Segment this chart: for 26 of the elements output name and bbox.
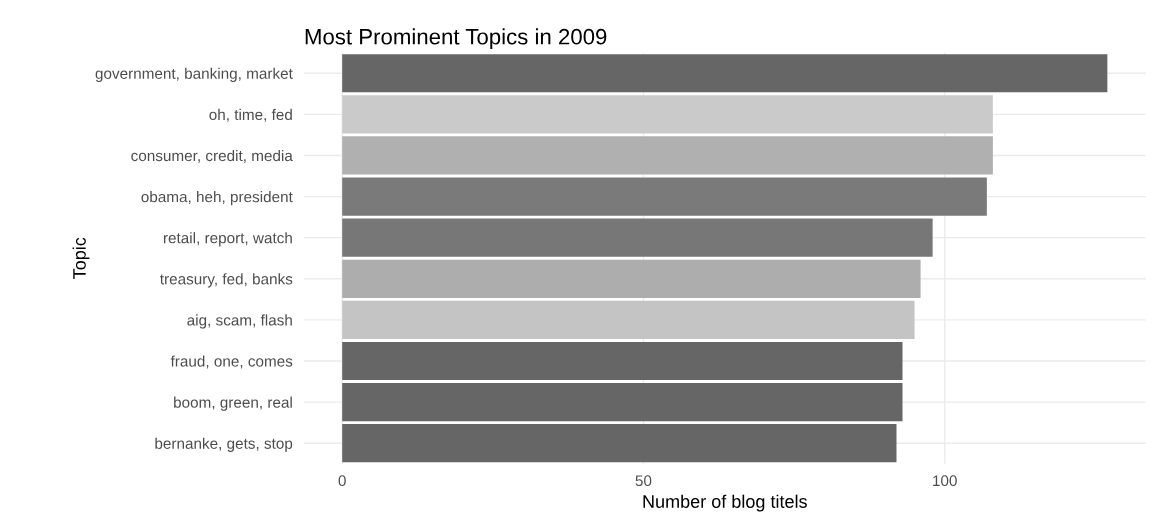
- y-tick-label: consumer, credit, media: [131, 149, 293, 163]
- bar: [342, 177, 987, 216]
- bar: [342, 341, 903, 381]
- x-axis-title: Number of blog titels: [643, 494, 807, 512]
- x-tick-label: 100: [933, 475, 957, 487]
- y-tick-label: aig, scam, flash: [187, 314, 292, 329]
- bar: [342, 382, 903, 422]
- chart-title: Most Prominent Topics in 2009: [305, 28, 607, 49]
- bar: [342, 136, 993, 175]
- y-tick-label: retail, report, watch: [163, 232, 292, 247]
- bar: [342, 95, 993, 134]
- bar: [342, 218, 933, 257]
- bar: [342, 300, 915, 339]
- y-axis-title: Topic: [72, 237, 90, 279]
- y-tick-label: bernanke, gets, stop: [155, 437, 293, 452]
- bar: [342, 424, 897, 463]
- y-tick-label: boom, green, real: [174, 396, 292, 411]
- y-tick-label: fraud, one, comes: [170, 355, 293, 369]
- y-tick-label: government, banking, market: [95, 67, 293, 82]
- bar: [342, 54, 1108, 93]
- y-tick-label: oh, time, fed: [209, 108, 292, 122]
- x-tick-label: 50: [635, 475, 652, 487]
- y-tick-label: obama, heh, president: [141, 191, 293, 206]
- y-tick-label: treasury, fed, banks: [160, 273, 293, 288]
- x-tick-label: 0: [338, 475, 346, 487]
- bar: [342, 259, 921, 298]
